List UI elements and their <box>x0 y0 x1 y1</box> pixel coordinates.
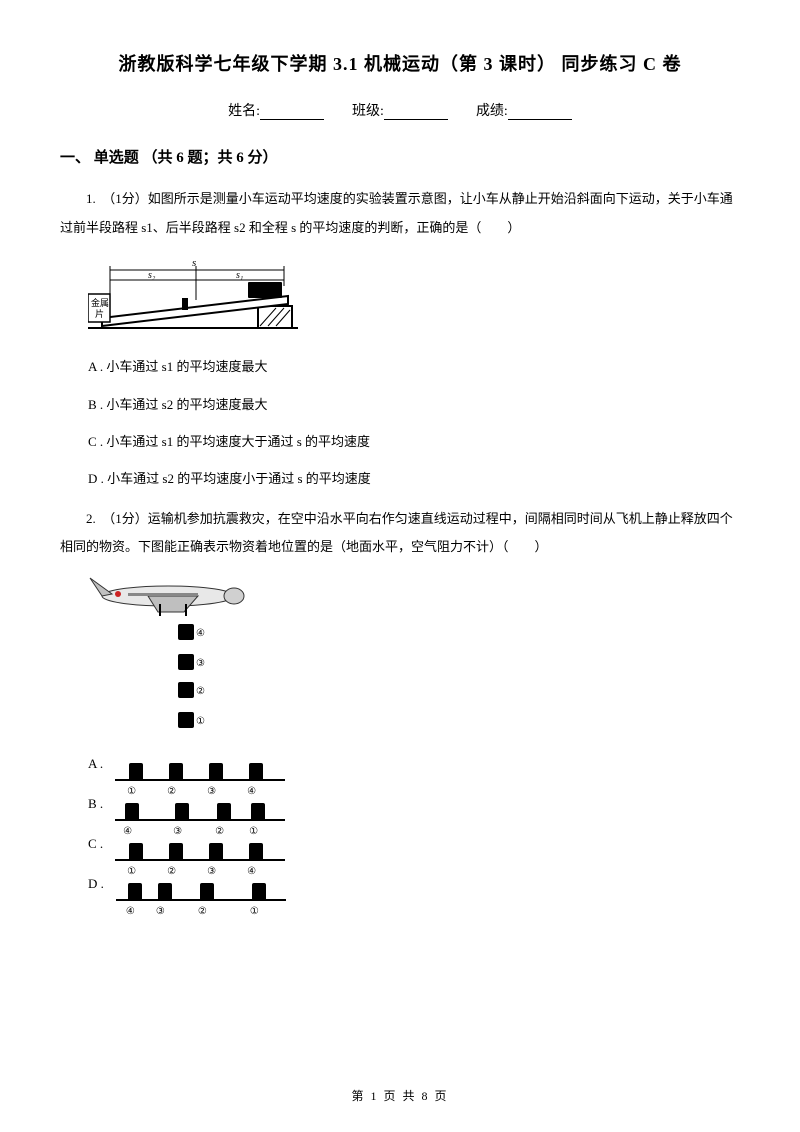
svg-text:④: ④ <box>196 628 205 639</box>
q2-option-b[interactable]: B . ④ ③ ② ① <box>88 787 740 821</box>
q1-option-b[interactable]: B . 小车通过 s2 的平均速度最大 <box>88 393 740 416</box>
q2-option-c[interactable]: C . ① ② ③ ④ <box>88 827 740 861</box>
name-label: 姓名: <box>228 104 260 119</box>
student-info-line: 姓名: 班级: 成绩: <box>60 100 740 120</box>
incline-diagram: 金属 片 s s₂ s₁ <box>88 252 298 334</box>
q1-option-c[interactable]: C . 小车通过 s1 的平均速度大于通过 s 的平均速度 <box>88 430 740 453</box>
q2-option-a[interactable]: A . ① ② ③ ④ <box>88 747 740 781</box>
q2-optB-diagram: ④ ③ ② ① <box>115 787 285 821</box>
svg-text:①: ① <box>196 716 205 727</box>
svg-text:③: ③ <box>196 658 205 669</box>
score-label: 成绩: <box>476 104 508 119</box>
airplane-diagram: ④ ③ ② ① <box>88 574 278 734</box>
q1-figure: 金属 片 s s₂ s₁ <box>88 252 740 339</box>
svg-text:片: 片 <box>95 308 104 319</box>
q2-optA-label: A . <box>88 756 103 772</box>
q2-optC-diagram: ① ② ③ ④ <box>115 827 285 861</box>
q1-option-a[interactable]: A . 小车通过 s1 的平均速度最大 <box>88 355 740 378</box>
q1-stem: 1. （1分）如图所示是测量小车运动平均速度的实验装置示意图，让小车从静止开始沿… <box>60 185 740 242</box>
svg-text:s₂: s₂ <box>148 270 156 281</box>
class-label: 班级: <box>352 104 384 119</box>
class-blank[interactable] <box>384 106 448 120</box>
q2-option-d[interactable]: D . ④ ③ ② ① <box>88 867 740 901</box>
svg-text:②: ② <box>196 686 205 697</box>
q2-optB-label: B . <box>88 796 103 812</box>
metal-label: 金属 <box>91 297 109 308</box>
page-title: 浙教版科学七年级下学期 3.1 机械运动（第 3 课时） 同步练习 C 卷 <box>60 50 740 76</box>
page-footer: 第 1 页 共 8 页 <box>0 1087 800 1104</box>
q2-optC-label: C . <box>88 836 103 852</box>
svg-text:s: s <box>192 257 196 269</box>
name-blank[interactable] <box>260 106 324 120</box>
q2-optD-label: D . <box>88 876 104 892</box>
q1-option-d[interactable]: D . 小车通过 s2 的平均速度小于通过 s 的平均速度 <box>88 467 740 490</box>
svg-text:s₁: s₁ <box>236 270 243 281</box>
q2-optA-diagram: ① ② ③ ④ <box>115 747 285 781</box>
section-1-header: 一、 单选题 （共 6 题；共 6 分） <box>60 146 740 167</box>
q2-optD-diagram: ④ ③ ② ① <box>116 867 286 901</box>
score-blank[interactable] <box>508 106 572 120</box>
q2-figure: ④ ③ ② ① <box>88 574 740 739</box>
q2-stem: 2. （1分）运输机参加抗震救灾，在空中沿水平向右作匀速直线运动过程中，间隔相同… <box>60 505 740 562</box>
